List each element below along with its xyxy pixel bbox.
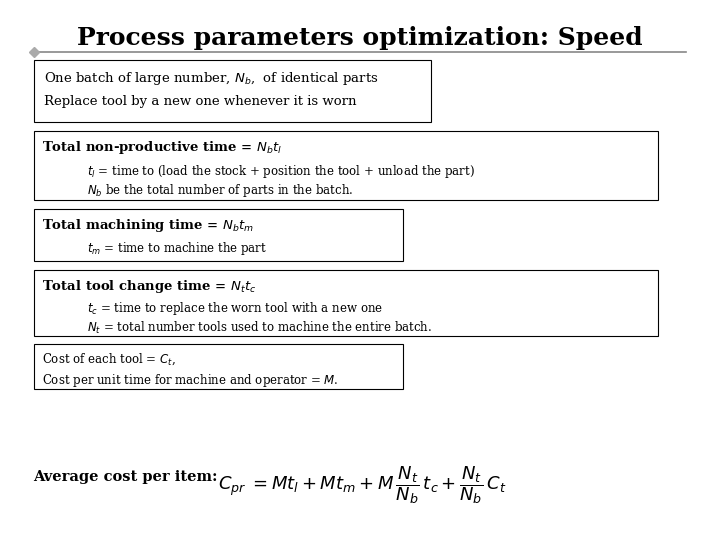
Text: $N_b$ be the total number of parts in the batch.: $N_b$ be the total number of parts in th… (87, 183, 353, 199)
FancyBboxPatch shape (34, 343, 402, 389)
Text: $t_m$ = time to machine the part: $t_m$ = time to machine the part (87, 240, 267, 257)
Text: Cost of each tool = $C_t$,: Cost of each tool = $C_t$, (42, 352, 176, 367)
FancyBboxPatch shape (34, 131, 658, 200)
Text: Average cost per item:: Average cost per item: (34, 470, 218, 484)
Text: One batch of large number, $N_b$,  of identical parts: One batch of large number, $N_b$, of ide… (44, 70, 379, 87)
FancyBboxPatch shape (34, 209, 402, 261)
FancyBboxPatch shape (34, 60, 431, 122)
Text: $t_l$ = time to (load the stock + position the tool + unload the part): $t_l$ = time to (load the stock + positi… (87, 163, 474, 180)
FancyBboxPatch shape (34, 270, 658, 335)
Text: Cost per unit time for machine and operator = $M$.: Cost per unit time for machine and opera… (42, 372, 338, 389)
Text: Replace tool by a new one whenever it is worn: Replace tool by a new one whenever it is… (44, 96, 356, 109)
Text: Total tool change time = $N_t t_c$: Total tool change time = $N_t t_c$ (42, 278, 257, 295)
Text: $N_t$ = total number tools used to machine the entire batch.: $N_t$ = total number tools used to machi… (87, 320, 432, 335)
Text: Process parameters optimization: Speed: Process parameters optimization: Speed (77, 25, 643, 50)
Text: Total machining time = $N_b t_m$: Total machining time = $N_b t_m$ (42, 217, 254, 234)
Text: Total non-productive time = $N_b t_l$: Total non-productive time = $N_b t_l$ (42, 139, 282, 157)
Text: $C_{pr}\; = Mt_l + Mt_m + M\,\dfrac{N_t}{N_b}\,t_c + \dfrac{N_t}{N_b}\,C_t$: $C_{pr}\; = Mt_l + Mt_m + M\,\dfrac{N_t}… (218, 464, 507, 506)
Text: $t_c$ = time to replace the worn tool with a new one: $t_c$ = time to replace the worn tool wi… (87, 300, 383, 316)
